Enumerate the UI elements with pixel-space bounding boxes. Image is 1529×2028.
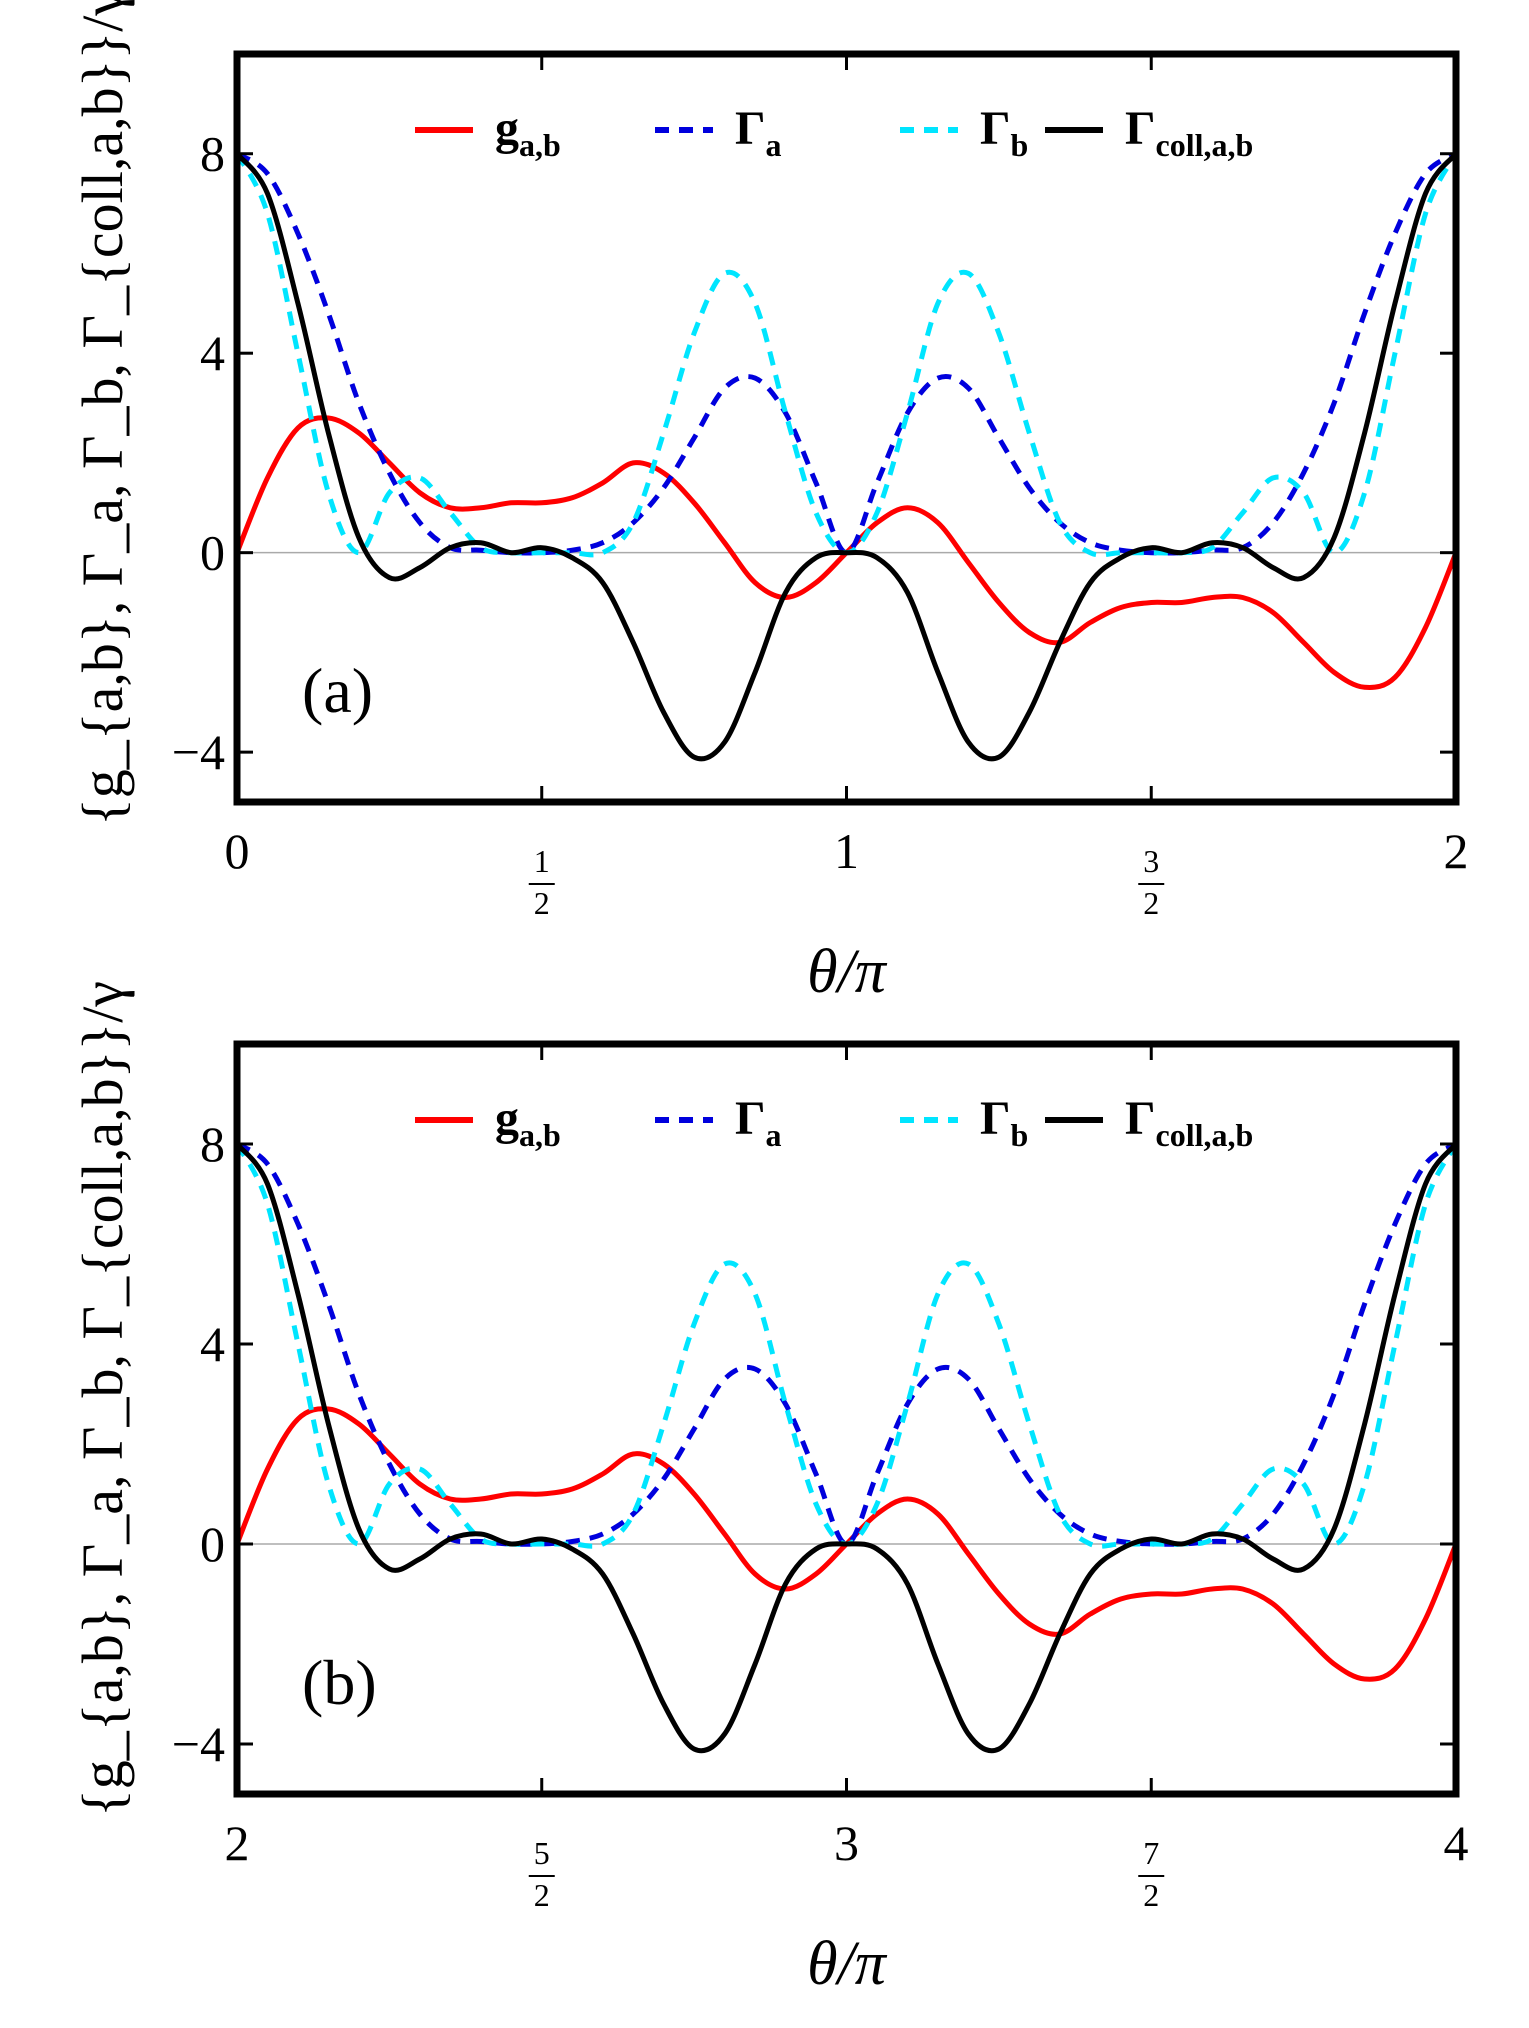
- y-axis-label: {g_{a,b}, Γ_a, Γ_b, Γ_{coll,a,b}}/γ: [70, 0, 135, 826]
- legend-label-main: Γ: [1125, 1092, 1156, 1145]
- series-line-gamma-coll: [237, 152, 1456, 762]
- legend-label-sub: coll,a,b: [1156, 1117, 1254, 1153]
- legend-label-sub: b: [1011, 127, 1029, 163]
- y-tick-label: 0: [200, 525, 225, 581]
- legend-item-g: ga,b: [415, 1092, 561, 1153]
- legend-label-sub: a,b: [519, 1117, 561, 1153]
- legend-label-main: Γ: [980, 1092, 1011, 1145]
- legend-item-gamma-a: Γa: [655, 1092, 782, 1153]
- x-tick-label: 0: [225, 823, 250, 879]
- panel-label: (b): [302, 1647, 377, 1718]
- legend-label-sub: b: [1011, 1117, 1029, 1153]
- y-tick-label: 0: [200, 1516, 225, 1572]
- x-tick-label: 1: [834, 823, 859, 879]
- legend-label: ga,b: [495, 1092, 561, 1153]
- y-tick-label: 4: [200, 325, 225, 381]
- legend-label: ga,b: [495, 102, 561, 163]
- x-tick-label-denominator: 2: [534, 1877, 550, 1913]
- legend-label-sub: a: [766, 127, 782, 163]
- x-axis-label: θ/π: [807, 1930, 888, 1998]
- y-tick-label: 8: [200, 126, 225, 182]
- legend-item-gamma-a: Γa: [655, 102, 782, 163]
- legend-item-gamma-b: Γb: [900, 102, 1028, 163]
- legend-label-main: Γ: [980, 102, 1011, 155]
- legend-label-sub: coll,a,b: [1156, 127, 1254, 163]
- panel-b: 2 5 2 3 7 2 4 −4 0 4 8 θ/π {g_{a,b}, Γ_a, Γ_b, Γ_{co…: [70, 981, 1469, 1998]
- x-tick-label: 2: [225, 1815, 250, 1871]
- legend-label-main: Γ: [1125, 102, 1156, 155]
- x-tick-label: 3: [834, 1815, 859, 1871]
- y-axis-label: {g_{a,b}, Γ_a, Γ_b, Γ_{coll,a,b}}/γ: [70, 981, 135, 1817]
- x-tick-label: 2: [1444, 823, 1469, 879]
- x-tick-label-numerator: 5: [534, 1835, 550, 1871]
- legend-label: Γcoll,a,b: [1125, 102, 1253, 163]
- x-tick-label-denominator: 2: [1143, 885, 1159, 921]
- legend-label-sub: a,b: [519, 127, 561, 163]
- plot-frame: [233, 1040, 1460, 1798]
- legend-label-main: Γ: [735, 102, 766, 155]
- x-tick-label-denominator: 2: [1143, 1877, 1159, 1913]
- y-tick-label: −4: [172, 1716, 225, 1772]
- legend-label-main: g: [495, 102, 519, 155]
- legend-label: Γb: [980, 1092, 1028, 1153]
- series-line-gamma-a: [237, 151, 1456, 556]
- series-group: [237, 1141, 1456, 1754]
- legend-label: Γa: [735, 1092, 782, 1153]
- series-line-gamma-coll: [237, 1142, 1456, 1754]
- legend-item-gamma-b: Γb: [900, 1092, 1028, 1153]
- legend-item-g: ga,b: [415, 102, 561, 163]
- legend-label-main: Γ: [735, 1092, 766, 1145]
- x-tick-label-denominator: 2: [534, 885, 550, 921]
- y-tick-label: 4: [200, 1316, 225, 1372]
- x-tick-label: 4: [1444, 1815, 1469, 1871]
- panel-label: (a): [302, 655, 373, 726]
- legend-label-sub: a: [766, 1117, 782, 1153]
- y-tick-label: −4: [172, 724, 225, 780]
- legend-item-gamma-coll: Γcoll,a,b: [1045, 1092, 1253, 1153]
- legend-label: Γcoll,a,b: [1125, 1092, 1253, 1153]
- legend-label-main: g: [495, 1092, 519, 1145]
- x-tick-label-numerator: 3: [1143, 843, 1159, 879]
- plot-frame: [233, 50, 1460, 806]
- series-group: [237, 151, 1456, 762]
- legend-label: Γa: [735, 102, 782, 163]
- x-tick-label-numerator: 1: [534, 843, 550, 879]
- x-tick-label-numerator: 7: [1143, 1835, 1159, 1871]
- legend-label: Γb: [980, 102, 1028, 163]
- x-axis-label: θ/π: [807, 938, 888, 1006]
- series-line-gamma-a: [237, 1141, 1456, 1547]
- legend-item-gamma-coll: Γcoll,a,b: [1045, 102, 1253, 163]
- y-tick-label: 8: [200, 1116, 225, 1172]
